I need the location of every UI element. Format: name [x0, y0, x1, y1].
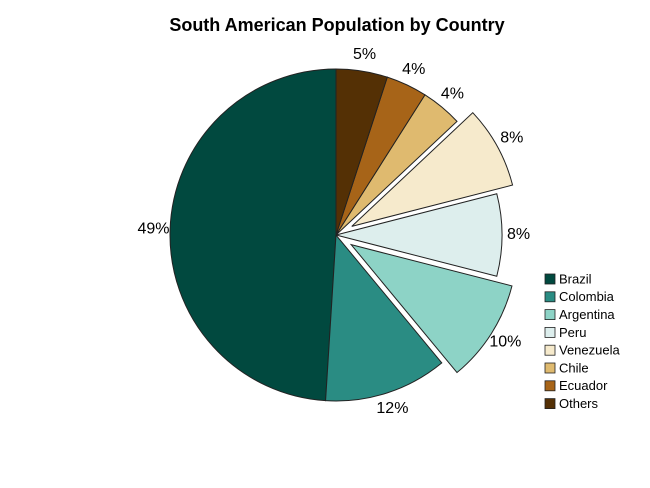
legend-swatch-ecuador — [544, 380, 556, 392]
legend-swatch-peru — [544, 326, 556, 338]
pie-slice-brazil — [169, 68, 337, 402]
legend-label-argentina: Argentina — [559, 307, 615, 322]
legend-swatch-brazil — [544, 273, 556, 285]
pie-slice-argentina — [349, 243, 513, 374]
pct-label-peru: 8% — [507, 226, 530, 243]
pie-slice-venezuela — [351, 111, 514, 227]
legend-label-chile: Chile — [559, 360, 589, 375]
legend-label-peru: Peru — [559, 325, 586, 340]
pct-label-ecuador: 4% — [402, 61, 425, 78]
pie-slice-colombia — [325, 233, 443, 402]
legend-swatch-chile — [544, 362, 556, 374]
legend-swatch-argentina — [544, 309, 556, 321]
pie-slice-others — [335, 68, 388, 236]
pct-label-colombia: 12% — [376, 400, 408, 417]
legend-label-brazil: Brazil — [559, 271, 592, 286]
legend-label-colombia: Colombia — [559, 289, 615, 304]
pie-slices — [169, 68, 514, 402]
pie-slice-peru — [335, 193, 503, 277]
pie-percent-labels: 49% 12% 10% 8% 8% 4% 4% 5% — [137, 46, 530, 417]
chart-title: South American Population by Country — [169, 15, 504, 35]
pct-label-venezuela: 8% — [500, 130, 523, 147]
pct-label-argentina: 10% — [489, 334, 521, 351]
legend-swatch-others — [544, 398, 556, 410]
legend: Brazil Colombia Argentina Peru Venezuela Chil… — [544, 271, 620, 411]
pct-label-others: 5% — [353, 46, 376, 63]
legend-label-others: Others — [559, 396, 599, 411]
legend-label-venezuela: Venezuela — [559, 343, 620, 358]
legend-label-ecuador: Ecuador — [559, 378, 608, 393]
pct-label-brazil: 49% — [137, 220, 169, 237]
pct-label-chile: 4% — [441, 86, 464, 103]
legend-swatch-venezuela — [544, 344, 556, 356]
legend-swatch-colombia — [544, 291, 556, 303]
